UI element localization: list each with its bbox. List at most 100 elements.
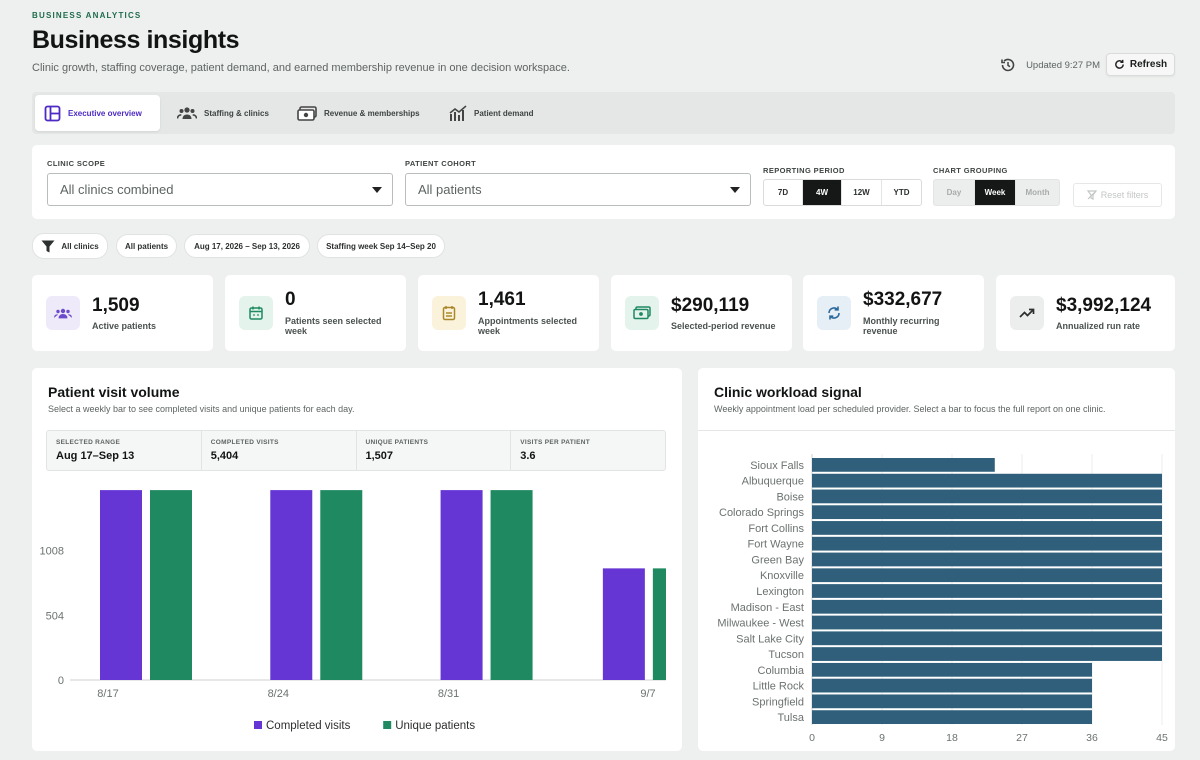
patient-cohort-value: All patients xyxy=(418,182,482,197)
bar-clinic[interactable] xyxy=(812,473,1162,488)
visit-stats-strip: SELECTED RANGE Aug 17–Sep 13 COMPLETED VI… xyxy=(46,430,666,471)
refresh-button[interactable]: Refresh xyxy=(1106,53,1175,76)
patient-cohort-select[interactable]: All patients xyxy=(405,173,751,206)
kpi-value: $290,119 xyxy=(671,295,750,316)
bar-clinic[interactable] xyxy=(812,489,1162,504)
period-option-ytd[interactable]: YTD xyxy=(893,188,910,197)
chip-staffing-week[interactable]: Staffing week Sep 14–Sep 20 xyxy=(317,234,445,258)
y-tick-label: Madison - East xyxy=(731,602,804,614)
y-tick-label: Lexington xyxy=(756,586,804,598)
card-divider xyxy=(698,430,1175,431)
kpi-value: 1,509 xyxy=(92,295,140,316)
x-tick-label: 9 xyxy=(879,732,885,744)
patient-cohort-label: PATIENT COHORT xyxy=(405,159,477,168)
grouping-option-day[interactable]: Day xyxy=(934,180,975,205)
legend-label: Completed visits xyxy=(266,720,351,732)
card-subtitle: Select a weekly bar to see completed vis… xyxy=(48,404,355,414)
period-option-4w[interactable]: 4W xyxy=(803,180,842,205)
kpi-card-selected-revenue[interactable]: $290,119 Selected-period revenue xyxy=(611,275,792,351)
tab-label: Revenue & memberships xyxy=(324,108,420,118)
stat-key: VISITS PER PATIENT xyxy=(520,439,591,446)
layout-icon xyxy=(44,105,61,121)
bar-clinic[interactable] xyxy=(812,568,1162,583)
tab-patient-demand[interactable]: Patient demand xyxy=(440,95,543,131)
tab-executive-overview[interactable]: Executive overview xyxy=(35,95,160,131)
bar-clinic[interactable] xyxy=(812,662,1092,677)
bar-unique-patients[interactable] xyxy=(652,568,666,680)
y-tick-label: Tulsa xyxy=(778,712,805,724)
people-icon xyxy=(177,107,197,119)
grouping-option-week[interactable]: Week xyxy=(975,180,1016,205)
chip-all-patients[interactable]: All patients xyxy=(116,234,177,258)
clinic-scope-select[interactable]: All clinics combined xyxy=(47,173,393,206)
bar-clinic[interactable] xyxy=(812,647,1162,661)
clinic-scope-label: CLINIC SCOPE xyxy=(47,159,106,168)
y-tick-label: Albuquerque xyxy=(742,476,804,488)
update-status: Updated 9:27 PM xyxy=(999,56,1100,74)
updated-time: Updated 9:27 PM xyxy=(1026,59,1100,71)
kpi-label: Selected-period revenue xyxy=(671,321,776,331)
bar-completed-visits[interactable] xyxy=(440,490,483,680)
money-icon xyxy=(297,105,317,121)
bar-clinic[interactable] xyxy=(812,599,1162,614)
bar-clinic[interactable] xyxy=(812,694,1092,709)
x-tick-label: 36 xyxy=(1086,732,1098,744)
kpi-card-monthly-recurring[interactable]: $332,677 Monthly recurring revenue xyxy=(803,275,984,351)
stat-visits-per-patient: VISITS PER PATIENT 3.6 xyxy=(511,431,665,470)
bar-completed-visits[interactable] xyxy=(602,568,645,680)
bar-completed-visits[interactable] xyxy=(100,490,142,680)
bar-completed-visits[interactable] xyxy=(270,490,313,680)
period-option-12w[interactable]: 12W xyxy=(842,180,882,205)
y-tick-label: Salt Lake City xyxy=(736,633,804,645)
x-tick-label: 8/31 xyxy=(438,688,459,700)
y-tick-label: Colorado Springs xyxy=(719,507,804,519)
legend-swatch xyxy=(383,721,392,729)
tab-label: Patient demand xyxy=(474,108,534,118)
kpi-card-appointments[interactable]: 1,461 Appointments selected week xyxy=(418,275,599,351)
legend-label: Unique patients xyxy=(395,720,475,732)
tab-staffing-clinics[interactable]: Staffing & clinics xyxy=(168,95,278,131)
tab-label: Staffing & clinics xyxy=(204,108,269,118)
bar-clinic[interactable] xyxy=(812,710,1092,724)
x-tick-label: 27 xyxy=(1016,732,1028,744)
bar-clinic[interactable] xyxy=(812,521,1162,535)
kpi-card-annualized-run-rate[interactable]: $3,992,124 Annualized run rate xyxy=(996,275,1175,351)
kpi-value: 1,461 xyxy=(478,289,526,310)
filter-panel: CLINIC SCOPE All clinics combined PATIEN… xyxy=(32,145,1175,219)
chip-all-clinics[interactable]: All clinics xyxy=(32,233,108,259)
bar-unique-patients[interactable] xyxy=(150,490,192,680)
card-title: Patient visit volume xyxy=(48,384,180,400)
kpi-card-active-patients[interactable]: 1,509 Active patients xyxy=(32,275,213,351)
calendar-icon xyxy=(239,296,273,330)
y-tick-label: 1008 xyxy=(40,546,64,558)
patient-visit-volume-card: Patient visit volume Select a weekly bar… xyxy=(32,368,682,751)
bar-clinic[interactable] xyxy=(812,536,1162,551)
page-subtitle: Clinic growth, staffing coverage, patien… xyxy=(32,62,570,74)
bar-clinic[interactable] xyxy=(812,615,1162,630)
y-tick-label: Columbia xyxy=(758,665,805,677)
kpi-label: Patients seen selected week xyxy=(285,316,382,336)
tab-revenue-memberships[interactable]: Revenue & memberships xyxy=(288,95,429,131)
bar-clinic[interactable] xyxy=(812,552,1162,567)
y-tick-label: Fort Collins xyxy=(748,523,804,535)
kpi-card-patients-seen[interactable]: 0 Patients seen selected week xyxy=(225,275,406,351)
period-option-7d[interactable]: 7D xyxy=(764,180,803,205)
chip-label: Aug 17, 2026 – Sep 13, 2026 xyxy=(194,241,300,251)
bar-clinic[interactable] xyxy=(812,631,1162,646)
stat-value: 5,404 xyxy=(210,450,239,462)
bar-clinic[interactable] xyxy=(812,584,1162,598)
bar-clinic[interactable] xyxy=(812,678,1092,693)
bar-clinic[interactable] xyxy=(812,505,1162,520)
grouping-option-month[interactable]: Month xyxy=(1025,188,1050,197)
reset-filters-label: Reset filters xyxy=(1100,190,1149,200)
stat-unique-patients: UNIQUE PATIENTS 1,507 xyxy=(357,431,512,470)
filter-off-icon xyxy=(1086,190,1097,200)
bar-clinic[interactable] xyxy=(812,458,995,472)
stat-value: 1,507 xyxy=(365,450,394,462)
chart-grouping-label: CHART GROUPING xyxy=(933,166,1008,175)
bar-unique-patients[interactable] xyxy=(490,490,533,680)
kpi-value: $332,677 xyxy=(863,289,943,310)
bar-unique-patients[interactable] xyxy=(320,490,363,680)
chip-date-range[interactable]: Aug 17, 2026 – Sep 13, 2026 xyxy=(184,234,310,258)
reset-filters-button[interactable]: Reset filters xyxy=(1073,183,1162,207)
